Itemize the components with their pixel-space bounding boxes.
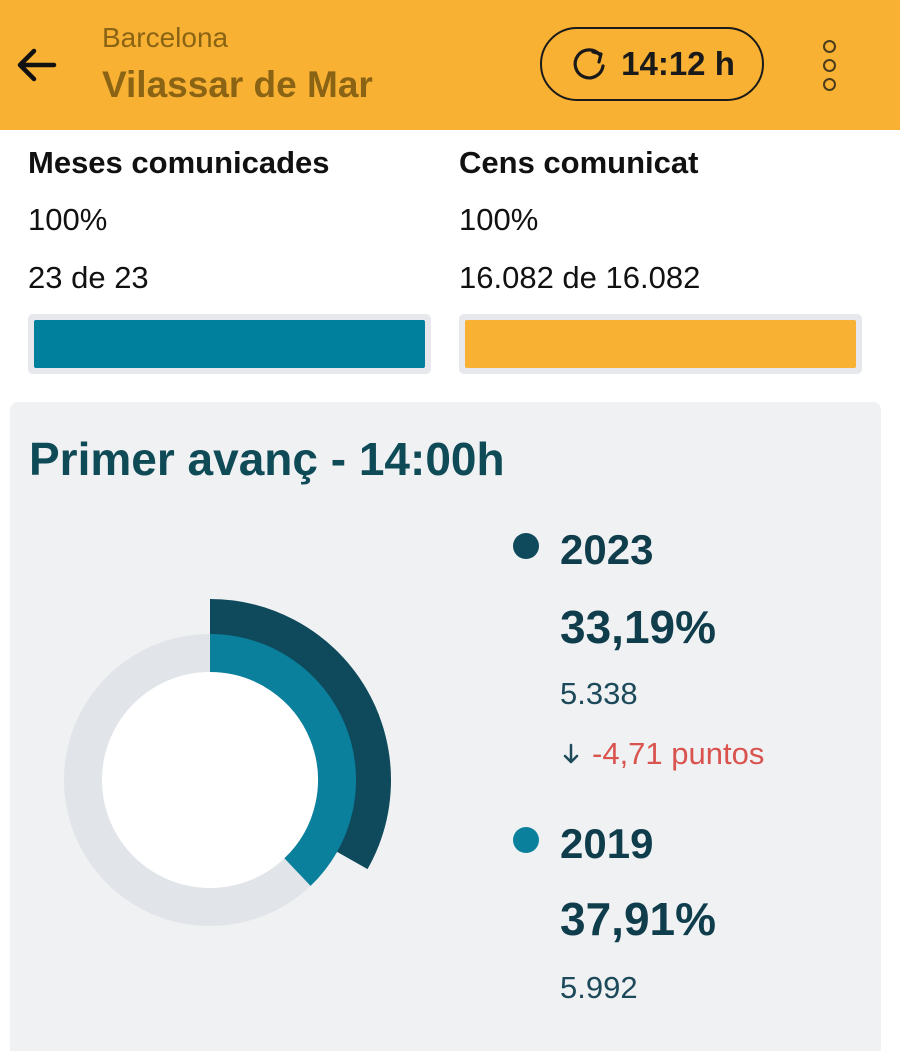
city-title: Vilassar de Mar [102,64,373,105]
refresh-button[interactable]: 14:12 h [540,27,764,101]
refresh-icon [573,48,605,80]
legend-dot-2019 [513,827,539,853]
turnout-difference: -4,71 puntos [562,736,764,772]
arrow-down-icon [563,743,579,764]
back-button[interactable] [8,30,64,100]
turnout-card: Primer avanç - 14:00h 2023 33,19% 5.338 … [10,402,881,1051]
tables-percent: 100% [28,202,108,237]
legend-year-2019: 2019 [560,820,654,867]
turnout-title: Primer avanç - 14:00h [29,433,505,485]
legend-votes-2023: 5.338 [560,676,638,711]
donut-arc-2019 [209,634,356,886]
top-app-bar: Barcelona Vilassar de Mar 14:12 h [0,0,900,130]
province-label: Barcelona [102,22,229,53]
census-count: 16.082 de 16.082 [459,260,701,295]
census-progress-bar [459,314,862,374]
overflow-menu-button[interactable] [808,30,850,100]
tables-title: Meses comunicades [28,145,330,180]
tables-count: 23 de 23 [28,260,149,295]
donut-center [102,672,318,888]
census-percent: 100% [459,202,539,237]
legend-percent-2023: 33,19% [560,601,717,653]
arrow-left-icon [17,48,57,82]
legend-percent-2019: 37,91% [560,893,717,945]
census-title: Cens comunicat [459,145,699,180]
more-vertical-icon [822,39,836,53]
turnout-donut-chart [64,599,391,926]
legend-year-2023: 2023 [560,526,654,573]
census-reported-stat: Cens comunicat 100% 16.082 de 16.082 [459,140,864,374]
legend-votes-2019: 5.992 [560,970,638,1005]
turnout-difference-text: -4,71 puntos [592,736,765,771]
tables-progress-bar [28,314,431,374]
tables-progress-fill [34,320,425,368]
legend-dot-2023 [513,533,539,559]
census-progress-fill [465,320,856,368]
tables-reported-stat: Meses comunicades 100% 23 de 23 [28,140,433,374]
last-update-time: 14:12 h [621,45,735,82]
